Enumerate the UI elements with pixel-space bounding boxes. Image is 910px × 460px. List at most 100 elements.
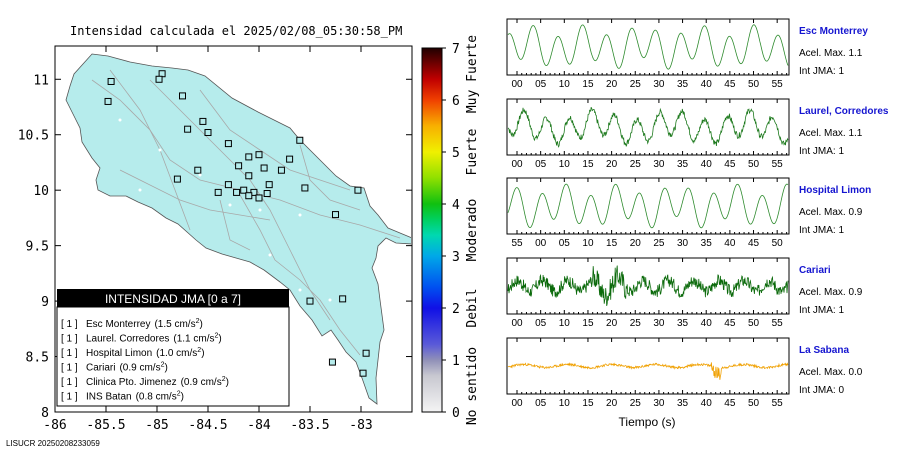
map-x-tick-label: -83.5	[290, 418, 329, 433]
station-marker	[214, 188, 222, 196]
waveform-panel: 00 05 10 15 20 25 30 35 40 45 50 55 La Sabana Acel. M…	[506, 337, 863, 409]
waveform-panel: 00 05 10 15 20 25 30 35 40 45 50 55 Esc Monterrey Ace…	[506, 18, 868, 90]
waveform-tick-label: 40	[701, 398, 713, 409]
legend-item: [ 1 ] INS Batan (0.8 cm/s2)	[61, 391, 184, 403]
legend-station-name: Laurel. Corredores	[86, 334, 169, 345]
colorbar-category-label: No sentido	[465, 347, 480, 425]
waveform-tick-label: 20	[606, 79, 618, 90]
town-dot	[298, 213, 302, 217]
map-x-tick-label: -85.5	[86, 418, 125, 433]
waveform-tick-label: 40	[701, 318, 713, 329]
station-name: Laurel, Corredores	[799, 106, 889, 117]
station-marker	[260, 164, 268, 172]
waveform-tick-label: 10	[559, 159, 571, 170]
legend-station-name: Hospital Limon	[86, 348, 152, 359]
legend-value: (0.8 cm/s	[136, 392, 177, 403]
footer-code: LISUCR 20250208233059	[6, 439, 100, 448]
waveform-tick-label: 00	[511, 398, 523, 409]
waveform-tick-label: 25	[653, 238, 665, 249]
station-marker	[224, 140, 232, 148]
station-marker	[306, 297, 314, 305]
legend-value: (0.9 cm/s	[181, 377, 222, 388]
station-acel-max: Acel. Max. 1.1	[799, 128, 863, 139]
waveform-tick-label: 50	[748, 79, 760, 90]
station-marker	[296, 136, 304, 144]
waveform-panel: 00 05 10 15 20 25 30 35 40 45 50 55 Cariari Acel. Max…	[506, 257, 863, 329]
waveform-tick-label: 15	[582, 79, 594, 90]
waveform-tick-label: 55	[511, 238, 523, 249]
colorbar-category-label: Moderado	[465, 199, 480, 262]
map-x-tick-label: -84.5	[188, 418, 227, 433]
station-acel-max: Acel. Max. 0.0	[799, 367, 863, 378]
station-int-jma: Int JMA: 0	[799, 385, 844, 396]
station-marker	[224, 181, 232, 189]
map-x-ticks: -86 -85.5 -85 -84.5 -84 -83.5 -83	[43, 46, 373, 433]
intensity-legend: INTENSIDAD JMA [0 a 7] [ 1 ] Esc Monterre…	[56, 289, 290, 407]
station-marker	[354, 186, 362, 194]
colorbar-tick-label: 7	[452, 42, 460, 57]
map-y-tick-label: 8.5	[26, 351, 49, 366]
legend-close: )	[226, 377, 229, 388]
map-y-tick-label: 11	[33, 73, 49, 88]
waveform-frame	[506, 177, 790, 235]
waveform-tick-label: 25	[630, 159, 642, 170]
station-int-jma: Int JMA: 1	[799, 146, 844, 157]
station-marker	[155, 75, 163, 83]
colorbar-category-label: Fuerte	[465, 128, 480, 175]
waveform-tick-label: 10	[559, 79, 571, 90]
waveform-tick-label: 00	[511, 79, 523, 90]
waveform-tick-label: 40	[701, 159, 713, 170]
map-y-ticks: 8 8.5 9 9.5 10 10.5 11	[18, 73, 412, 421]
station-marker	[286, 155, 294, 163]
station-marker	[184, 125, 192, 133]
waveform-trace	[507, 24, 789, 70]
waveform-tick-label: 35	[677, 79, 689, 90]
waveform-tick-label: 30	[653, 159, 665, 170]
map-y-tick-label: 9.5	[26, 240, 49, 255]
station-marker	[194, 166, 202, 174]
legend-value: (0.9 cm/s	[119, 363, 160, 374]
waveform-tick-label: 20	[606, 159, 618, 170]
legend-value: (1.0 cm/s	[156, 348, 197, 359]
station-marker	[240, 186, 248, 194]
legend-intensity: [ 1 ]	[61, 392, 78, 403]
waveform-trace	[507, 107, 789, 148]
waveform-tick-label: 05	[535, 159, 547, 170]
colorbar-tick-label: 5	[452, 146, 460, 161]
map-title: Intensidad calculada el 2025/02/08_05:30…	[70, 24, 402, 38]
waveform-tick-label: 35	[677, 318, 689, 329]
waveform-panels: 00 05 10 15 20 25 30 35 40 45 50 55 Esc Monterrey Ace…	[506, 18, 889, 409]
waveform-tick-label: 20	[630, 238, 642, 249]
waveform-tick-label: 10	[559, 398, 571, 409]
waveform-frame	[506, 18, 790, 76]
waveform-tick-label: 40	[724, 238, 736, 249]
station-marker	[235, 162, 243, 170]
town-dot	[198, 173, 202, 177]
legend-unit-exponent: 2	[161, 362, 165, 369]
station-marker	[332, 211, 339, 219]
waveform-tick-label: 50	[748, 159, 760, 170]
colorbar-tick-label: 1	[452, 354, 460, 369]
station-marker	[328, 358, 336, 366]
legend-unit-exponent: 2	[215, 333, 219, 340]
waveform-tick-label: 30	[677, 238, 689, 249]
station-marker	[255, 151, 263, 159]
waveform-tick-label: 30	[653, 79, 665, 90]
station-marker	[359, 369, 367, 377]
station-marker	[104, 97, 112, 105]
legend-header	[57, 289, 289, 307]
map-y-tick-label: 8	[41, 406, 49, 421]
town-dot	[158, 148, 162, 152]
waveform-tick-label: 55	[772, 398, 784, 409]
waveform-tick-label: 50	[748, 318, 760, 329]
town-dot	[298, 288, 302, 292]
station-marker	[179, 92, 186, 100]
waveform-tick-label: 35	[677, 159, 689, 170]
map-y-tick-label: 9	[41, 295, 49, 310]
station-name: Esc Monterrey	[799, 26, 868, 37]
map-y-tick-label: 10	[33, 184, 49, 199]
colorbar-category-label: Debil	[465, 288, 480, 327]
colorbar-tick-label: 6	[452, 94, 460, 109]
station-acel-max: Acel. Max. 0.9	[799, 207, 863, 218]
